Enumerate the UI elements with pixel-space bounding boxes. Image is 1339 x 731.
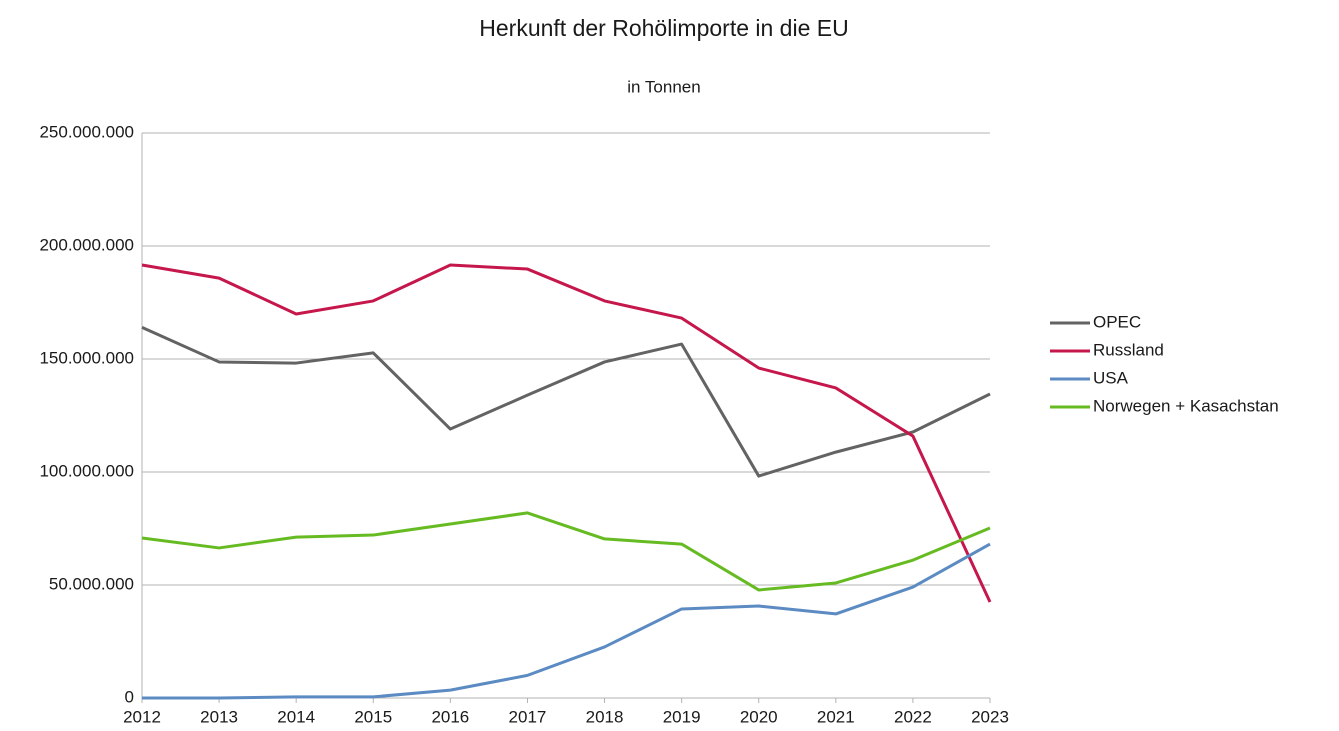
data-line: [141, 263, 992, 603]
x-tick-label: 2021: [817, 707, 855, 726]
x-tick-label: 2022: [894, 707, 932, 726]
legend-label: OPEC: [1093, 312, 1141, 331]
y-tick-label: 200.000.000: [39, 235, 134, 254]
x-tick-label: 2018: [586, 707, 624, 726]
chart-title: Herkunft der Rohölimporte in die EU: [479, 15, 848, 41]
data-line: [142, 542, 991, 700]
x-tick-label: 2017: [509, 707, 547, 726]
data-line: [141, 511, 991, 592]
data-line: [141, 325, 991, 478]
legend-label: USA: [1093, 368, 1129, 387]
chart-subtitle: in Tonnen: [627, 77, 700, 96]
x-tick-label: 2012: [123, 707, 161, 726]
x-tick-label: 2019: [663, 707, 701, 726]
x-tick-label: 2020: [740, 707, 778, 726]
y-tick-label: 250.000.000: [39, 122, 134, 141]
y-tick-label: 0: [125, 687, 134, 706]
x-tick-label: 2015: [354, 707, 392, 726]
x-tick-label: 2016: [431, 707, 469, 726]
x-tick-label: 2013: [200, 707, 238, 726]
legend-label: Russland: [1093, 340, 1164, 359]
y-tick-label: 150.000.000: [39, 348, 134, 367]
x-tick-label: 2023: [971, 707, 1009, 726]
y-tick-label: 50.000.000: [49, 574, 134, 593]
x-tick-label: 2014: [277, 707, 315, 726]
y-tick-label: 100.000.000: [39, 461, 134, 480]
legend-label: Norwegen + Kasachstan: [1093, 396, 1279, 415]
